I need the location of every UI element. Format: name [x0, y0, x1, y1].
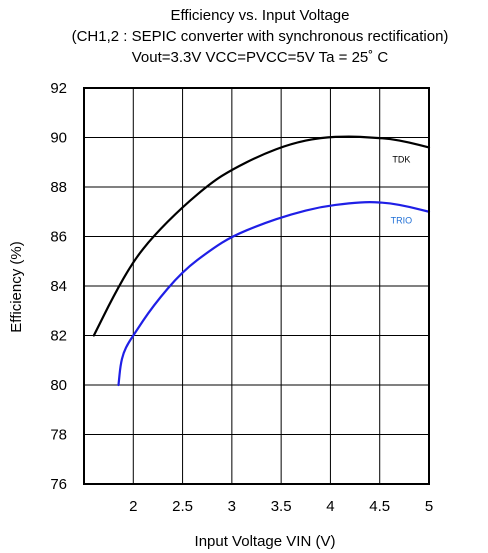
y-tick-label: 84 [50, 278, 67, 295]
x-tick-label: 4.5 [369, 498, 390, 515]
x-tick-label: 3.5 [271, 498, 292, 515]
series-label-tdk: TDK [392, 155, 410, 165]
y-tick-label: 92 [50, 80, 67, 97]
chart-subtitle: (CH1,2 : SEPIC converter with synchronou… [72, 28, 449, 45]
series-layer: TDK TRIO [92, 135, 431, 387]
series-line-tdk [92, 135, 431, 337]
series-label-trio: TRIO [391, 216, 413, 226]
series-line-trio [117, 201, 431, 387]
tick-layer: 2 2.5 3 3.5 4 4.5 5 76 78 80 82 84 86 88 90 92 [50, 80, 433, 515]
y-tick-label: 88 [50, 179, 67, 196]
x-tick-label: 4 [326, 498, 334, 515]
y-tick-label: 90 [50, 130, 67, 147]
y-tick-label: 76 [50, 476, 67, 493]
grid-layer [84, 87, 430, 485]
chart-title: Efficiency vs. Input Voltage [171, 7, 350, 24]
x-tick-label: 2 [129, 498, 137, 515]
x-tick-label: 2.5 [172, 498, 193, 515]
y-tick-label: 86 [50, 229, 67, 246]
y-axis-label: Efficiency (%) [8, 241, 25, 332]
plot-area-border [83, 87, 430, 485]
x-tick-label: 5 [425, 498, 433, 515]
x-axis-label: Input Voltage VIN (V) [195, 533, 336, 550]
y-tick-label: 80 [50, 377, 67, 394]
y-tick-label: 82 [50, 328, 67, 345]
y-tick-label: 78 [50, 427, 67, 444]
chart-subtitle-2: Vout=3.3V VCC=PVCC=5V Ta = 25˚ C [132, 49, 389, 66]
x-tick-label: 3 [228, 498, 236, 515]
